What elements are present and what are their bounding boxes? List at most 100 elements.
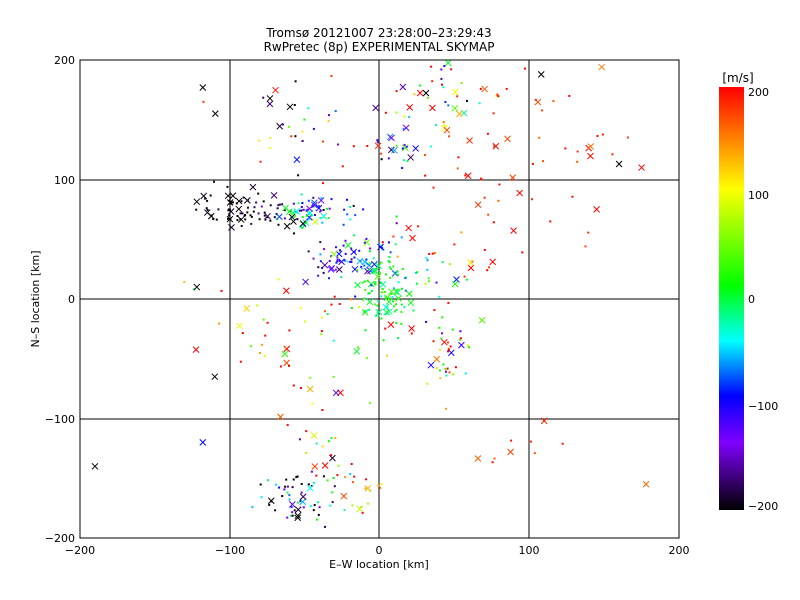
dot-marker [299, 306, 302, 309]
cross-marker [299, 220, 307, 227]
dot-marker [365, 478, 368, 481]
dot-marker [274, 509, 277, 512]
cross-marker [286, 103, 294, 111]
dot-marker [252, 210, 255, 213]
cross-marker [310, 432, 318, 439]
dot-marker [406, 160, 409, 162]
cross-marker [507, 448, 514, 456]
cross-marker [226, 199, 234, 206]
dot-marker [350, 260, 353, 263]
cross-marker [409, 234, 416, 242]
y-tick-label: 0 [68, 293, 75, 306]
cross-marker [364, 485, 372, 492]
cross-marker [338, 258, 345, 266]
dot-marker [370, 290, 373, 292]
cross-marker [366, 298, 374, 306]
dot-marker [397, 273, 400, 276]
dot-marker [379, 486, 382, 489]
dot-marker [343, 509, 346, 512]
dot-marker [404, 277, 407, 280]
dot-marker [396, 288, 399, 291]
dot-marker [321, 409, 324, 411]
dot-marker [301, 202, 304, 204]
dot-marker [365, 310, 368, 313]
dot-marker [587, 231, 590, 234]
cross-marker [433, 355, 441, 363]
dot-marker [388, 297, 391, 300]
dot-marker [459, 330, 462, 333]
dot-marker [295, 211, 298, 214]
dot-marker [435, 367, 438, 370]
dot-marker [466, 344, 469, 347]
dot-marker [397, 337, 400, 339]
dot-marker [330, 198, 333, 201]
cross-marker [383, 294, 391, 301]
dot-marker [279, 365, 282, 368]
dot-marker [394, 243, 397, 246]
dot-marker [298, 438, 301, 441]
dot-marker [308, 211, 311, 214]
plot-frame [79, 59, 680, 539]
dot-marker [521, 251, 524, 254]
cross-marker [427, 361, 435, 369]
x-tick-label: 200 [669, 544, 690, 557]
dot-marker [306, 208, 309, 211]
dot-marker [419, 84, 422, 87]
dot-marker [266, 216, 269, 219]
colorbar-gradient [719, 87, 744, 510]
dot-marker [301, 140, 304, 142]
cross-marker [228, 223, 235, 231]
dot-marker [312, 509, 315, 512]
dot-marker [305, 430, 308, 433]
dot-marker [322, 209, 325, 211]
dot-marker [380, 317, 383, 320]
colorbar-tick: −200 [748, 500, 778, 513]
cross-marker [207, 212, 215, 220]
dot-marker [417, 225, 420, 228]
dot-marker [253, 206, 256, 209]
dot-marker [491, 461, 494, 464]
dot-marker [321, 221, 324, 224]
dot-marker [288, 498, 291, 501]
cross-marker [474, 455, 482, 462]
dot-marker [363, 297, 366, 300]
dot-marker [387, 260, 390, 262]
dot-marker [250, 215, 253, 218]
dot-marker [387, 241, 390, 244]
dot-marker [263, 214, 266, 217]
dot-marker [430, 65, 433, 68]
dot-marker [326, 207, 329, 210]
dot-marker [349, 260, 351, 263]
cross-marker [91, 462, 99, 470]
dot-marker [321, 267, 324, 269]
dot-marker [290, 514, 293, 517]
dot-marker [305, 221, 308, 224]
dot-marker [448, 135, 450, 138]
dot-marker [392, 300, 394, 303]
cross-marker [371, 260, 378, 268]
dot-marker [322, 182, 324, 185]
dot-marker [336, 256, 339, 259]
dot-marker [257, 212, 260, 215]
cross-marker [266, 100, 274, 108]
dot-marker [330, 255, 333, 258]
cross-marker [372, 104, 380, 112]
dot-marker [298, 209, 301, 212]
dot-marker [531, 198, 534, 201]
cross-marker [387, 288, 395, 296]
dot-marker [256, 304, 259, 307]
dot-marker [321, 445, 324, 448]
y-axis-ticks: −200 −100 0 100 200 [45, 54, 75, 545]
dot-marker [456, 167, 459, 170]
dot-marker [332, 477, 335, 479]
dot-marker [367, 292, 370, 295]
dot-marker [389, 266, 391, 269]
dot-marker [381, 287, 384, 290]
dot-marker [305, 209, 308, 212]
dot-marker [385, 273, 388, 276]
dot-marker [364, 310, 366, 312]
cross-marker [504, 135, 511, 143]
dot-marker [401, 287, 403, 290]
dot-marker [438, 326, 441, 329]
dot-marker [338, 303, 341, 305]
